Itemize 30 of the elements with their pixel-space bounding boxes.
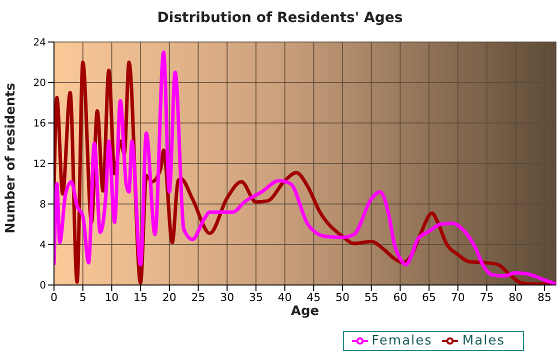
x-tick-label: 40	[278, 290, 292, 304]
x-tick-label: 65	[422, 290, 436, 304]
y-tick-label: 12	[33, 159, 46, 170]
chart-title: Distribution of Residents' Ages	[156, 10, 404, 26]
x-tick-label: 15	[134, 290, 148, 304]
x-tick-label: 30	[220, 290, 234, 304]
x-tick-label: 0	[50, 290, 58, 304]
y-axis-title: Number of residents	[4, 82, 19, 234]
y-tick-label: 0	[40, 280, 46, 292]
x-tick-label: 80	[508, 290, 523, 304]
y-tick-label: 16	[33, 118, 46, 130]
x-tick-label: 70	[450, 290, 465, 304]
x-tick-label: 10	[104, 290, 119, 304]
x-tick-label: 50	[336, 290, 350, 304]
x-tick-label: 20	[162, 290, 176, 304]
y-tick-label: 4	[40, 240, 46, 252]
x-tick-label: 25	[191, 290, 206, 304]
legend-label: Males	[462, 334, 505, 349]
y-tick-label: 20	[33, 78, 46, 90]
x-tick-label: 5	[79, 290, 86, 304]
y-tick-label: 24	[33, 38, 46, 49]
x-tick-label: 60	[393, 290, 408, 304]
x-tick-label: 85	[537, 290, 552, 304]
legend-label: Females	[372, 334, 432, 349]
x-tick-label: 55	[364, 290, 378, 304]
x-axis-title: Age	[290, 304, 320, 319]
x-tick-label: 75	[480, 290, 494, 304]
x-tick-label: 35	[248, 290, 263, 304]
y-tick-label: 8	[40, 200, 46, 211]
x-tick-label: 45	[306, 290, 321, 304]
